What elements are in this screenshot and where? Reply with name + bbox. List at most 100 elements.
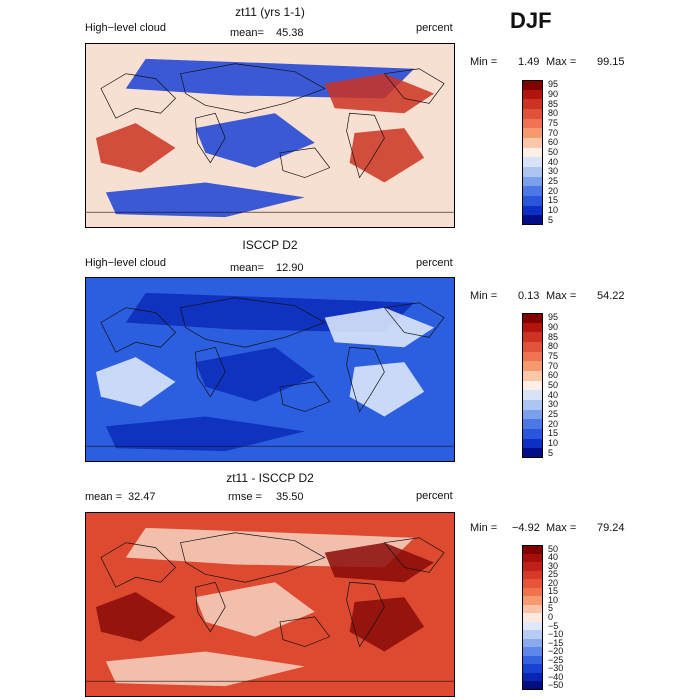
colorbar-swatch [522,621,543,631]
coastline [180,297,326,348]
contour-map [85,277,455,462]
colorbar-swatch [522,157,543,168]
colorbar-swatch [522,215,543,226]
colorbar-tick-label: 30 [548,166,559,177]
colorbar-tick-label: 30 [548,560,559,571]
colorbar-tick-label: 15 [548,586,559,597]
colorbar-tick-label: 85 [548,98,559,109]
colorbar-tick-label: 40 [548,552,559,563]
coastline [100,73,177,119]
min-value: 1.49 [518,56,540,68]
colorbar-tick-label: 80 [548,108,559,119]
contour-region [95,592,176,642]
colorbar-tick-label: 80 [548,341,559,352]
colorbar-swatch [522,109,543,120]
min-value: 0.13 [518,290,540,302]
colorbar-swatch [522,655,543,665]
colorbar-swatch [522,638,543,648]
variable-label: High−level cloud [85,257,167,269]
colorbar-swatch [522,570,543,580]
coastline [346,581,385,648]
colorbar-swatch [522,167,543,178]
coastline [279,147,331,178]
colorbar-swatch [522,429,543,440]
colorbar-swatch [522,80,543,91]
colorbar-swatch [522,613,543,623]
colorbar-swatch [522,351,543,362]
colorbar-tick-label: 70 [548,127,559,138]
contour-region [324,542,435,583]
colorbar-swatch [522,89,543,100]
contour-region [195,582,315,637]
min-label: Min = [470,56,498,68]
field-plot [86,513,454,696]
colorbar-swatch [522,579,543,589]
colorbar-swatch [522,205,543,216]
coastline [279,616,331,647]
min-label: Min = [470,522,498,534]
units-label: percent [416,257,453,269]
field-plot [86,278,454,461]
contour-region [95,357,176,407]
colorbar-swatch [522,371,543,382]
contour-region [105,416,305,452]
coastline [383,537,445,573]
colorbar-swatch [522,630,543,640]
colorbar-tick-label: 20 [548,418,559,429]
colorbar-swatch [522,672,543,682]
colorbar-tick-label: 60 [548,370,559,381]
max-label: Max = [546,56,577,68]
colorbar-tick-label: 70 [548,360,559,371]
colorbar-swatch [522,322,543,333]
rmse-value: 35.50 [276,491,304,503]
colorbar-tick-label: 5 [548,447,554,458]
contour-region [195,113,315,168]
colorbar-tick-label: 95 [548,79,559,90]
max-value: 79.24 [597,522,625,534]
mean-value: 45.38 [276,27,304,39]
mean-label: mean= [230,27,264,39]
colorbar-swatch [522,332,543,343]
colorbar-tick-label: 60 [548,137,559,148]
colorbar-tick-label: 50 [548,543,559,554]
colorbar-tick-label: −50 [548,680,564,691]
colorbar-swatch [522,400,543,411]
colorbar-tick-label: −10 [548,629,564,640]
max-label: Max = [546,522,577,534]
colorbar-tick-label: 20 [548,577,559,588]
colorbar-tick-label: 30 [548,399,559,410]
colorbar-swatch [522,147,543,158]
contour-region [324,73,435,114]
colorbar-swatch [522,647,543,657]
coastline [195,346,226,398]
colorbar-swatch [522,342,543,353]
colorbar-tick-label: −30 [548,663,564,674]
colorbar-tick-label: 40 [548,389,559,400]
variable-label: High−level cloud [85,22,167,34]
mean-value: 32.47 [128,491,156,503]
contour-map [85,512,455,697]
coastline [195,581,226,633]
contour-region [349,128,425,183]
colorbar-swatch [522,196,543,207]
colorbar-tick-label: 50 [548,380,559,390]
colorbar-tick-label: 85 [548,331,559,342]
colorbar: 50 40 30 25 20 15 10 5 0 −5 −10 −15 −20 −25 −30 −40 −50 [522,544,563,691]
coastline [383,302,445,338]
contour-region [349,597,425,652]
colorbar-tick-label: 75 [548,351,559,361]
colorbar-swatch [522,118,543,129]
coastline [346,346,385,413]
colorbar-swatch [522,438,543,449]
colorbar-tick-label: 5 [548,603,554,614]
colorbar-tick-label: −15 [548,637,564,648]
max-value: 99.15 [597,56,625,68]
colorbar-tick-label: −20 [548,646,564,657]
max-value: 54.22 [597,290,625,302]
colorbar-swatch [522,313,543,324]
colorbar-swatch [522,545,543,555]
contour-region [105,651,305,687]
colorbar-tick-label: 25 [548,569,559,580]
coastline [100,307,177,353]
colorbar-tick-label: 25 [548,409,559,419]
